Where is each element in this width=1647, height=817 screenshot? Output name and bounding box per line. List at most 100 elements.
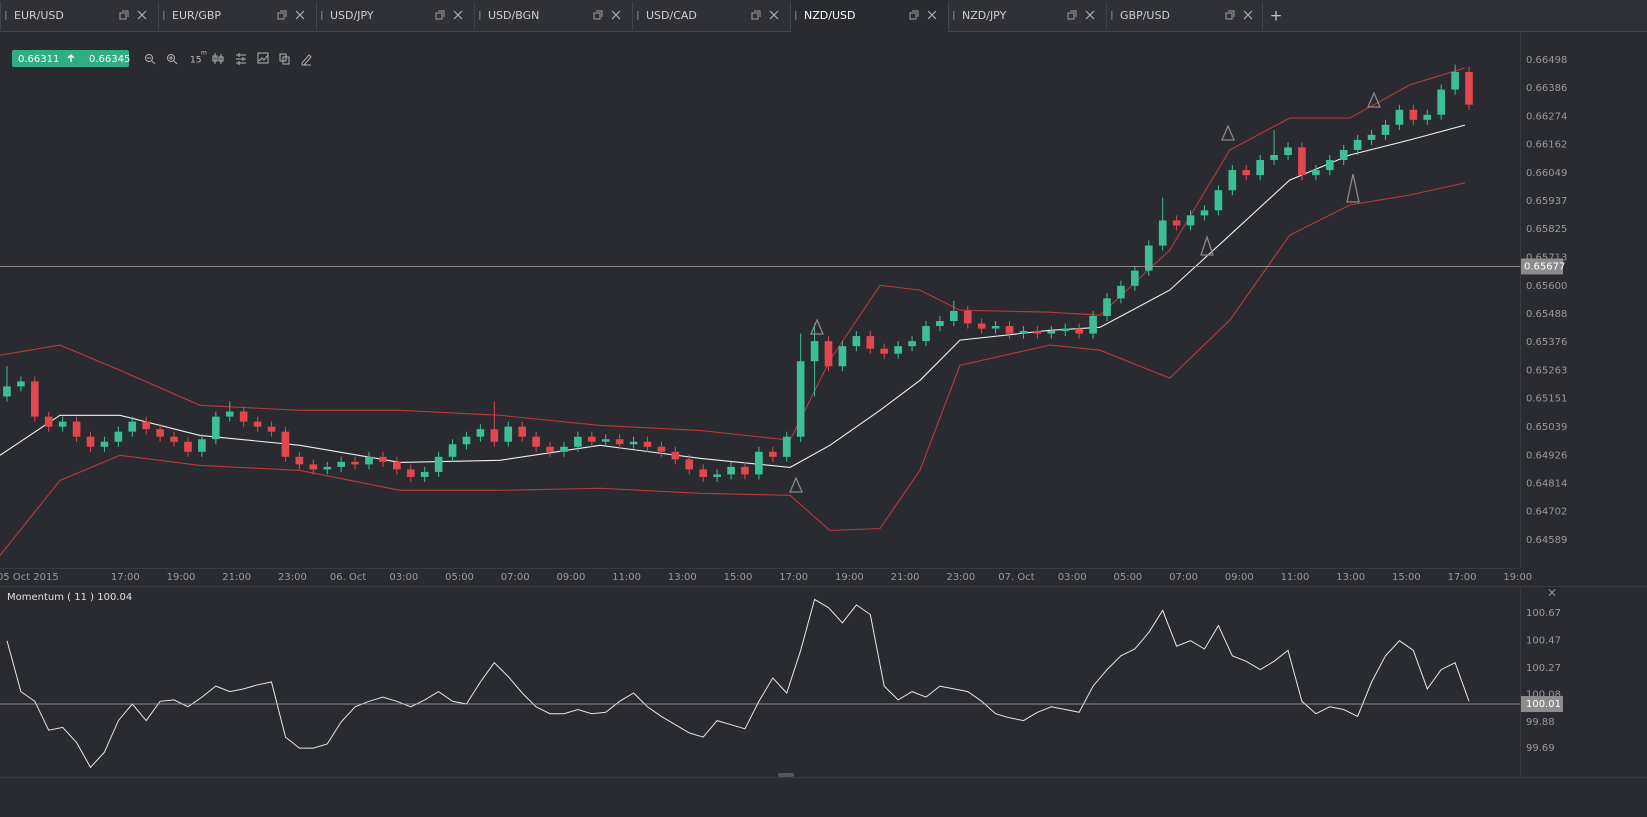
y-tick-label: 100.67 [1526,608,1561,619]
tab-close[interactable] [769,10,779,20]
candle-body [309,464,318,470]
candle-body [1367,134,1376,140]
x-tick-label: 19:00 [167,572,196,583]
main-plot: 05 Oct 2015 17:00 19:00 21:00 23:00 06. Oct 03… [0,55,1567,583]
candle-body [796,361,805,437]
candle-body [657,446,666,452]
candle-body [977,323,986,329]
y-tick-label: 0.65263 [1526,366,1567,377]
x-tick-label: 07. Oct [998,572,1034,583]
candle-body [1228,170,1237,191]
tab-close[interactable] [611,10,621,20]
candle-body [1395,109,1404,125]
candle-body [991,326,1000,329]
tab-close[interactable] [137,10,147,20]
tab[interactable]: EUR/GBP [158,2,305,30]
candle-body [1047,331,1056,334]
y-tick-label: 0.66274 [1526,111,1567,122]
x-tick-label: 11:00 [1281,572,1310,583]
draw[interactable] [301,54,312,66]
indicators[interactable] [236,53,246,65]
candle-body [1437,89,1446,115]
candle-body [727,466,735,475]
last-value-box [1521,696,1563,713]
candle-body [1200,210,1209,216]
tab[interactable]: NZD/USD [790,0,949,32]
duplicate[interactable] [279,53,290,65]
tab-grip [795,11,797,20]
tab-popout[interactable] [1225,10,1235,20]
tab-grip [637,11,639,20]
zoom-in[interactable] [167,54,175,62]
candle-body [1353,139,1362,150]
candle-body [741,466,749,475]
x-tick-label: 15:00 [724,572,753,583]
x-tick-label: 15:00 [1392,572,1421,583]
zoom-out[interactable] [145,54,153,62]
tab-grip [321,11,323,20]
candle-body [462,436,471,445]
tab-label: EUR/GBP [172,9,221,22]
tab-popout[interactable] [435,10,445,20]
tab-label: USD/BGN [488,9,539,22]
tab-popout[interactable] [751,10,761,20]
tab-grip [479,11,481,20]
candle-body [337,461,345,467]
tab-popout[interactable] [277,10,287,20]
candle-body [406,469,415,477]
tab-popout[interactable] [909,10,919,20]
candle-body [1242,170,1251,176]
fractal-down [789,476,803,493]
candle-body [922,326,930,342]
tab-close[interactable] [1085,10,1095,20]
tab-popout[interactable] [1067,10,1077,20]
studies[interactable] [257,52,269,64]
active-tab [791,0,948,32]
last-price-label: 0.65677 [1524,261,1565,272]
tab[interactable]: USD/BGN [474,2,621,30]
y-tick-label: 0.66162 [1526,139,1567,150]
tab[interactable]: USD/CAD [632,2,779,30]
candle-body [1061,328,1070,332]
tab[interactable]: USD/JPY [316,2,463,30]
tab[interactable]: EUR/USD [0,2,147,30]
add-tab[interactable]: + [1270,7,1283,25]
candle-body [1158,220,1167,246]
close-indicator[interactable]: × [1547,586,1557,600]
candle-body [434,456,443,472]
fractal-markers [789,91,1381,493]
tab-close[interactable] [295,10,305,20]
fractal-up [810,318,824,335]
y-tick-label: 0.66386 [1526,83,1567,94]
candle-body [1033,331,1042,334]
fractal-down [1346,173,1360,203]
candle-body [184,441,192,452]
y-tick-label: 0.66498 [1526,55,1567,66]
candle-body [1103,298,1111,316]
interval[interactable]: 15 [190,56,201,66]
toolbar: 15 m [145,50,312,66]
y-tick-label: 0.66049 [1526,168,1567,179]
candle-body [1186,215,1195,226]
tab-close[interactable] [927,10,937,20]
candle-body [546,446,554,452]
x-tick-label: 09:00 [556,572,585,583]
y-tick-label: 99.69 [1526,743,1555,754]
tab-popout[interactable] [119,10,129,20]
candle-body [1451,71,1459,90]
y-tick-label: 0.65713 [1526,252,1567,263]
tab-close[interactable] [1243,10,1253,20]
candle-body [560,446,568,452]
quote-box[interactable]: 0.66311 0.66345 [12,50,130,67]
fractal-down [1200,234,1214,256]
tab-popout[interactable] [593,10,603,20]
tab[interactable]: NZD/JPY [948,2,1095,30]
tab-close[interactable] [453,10,463,20]
x-tick-label: 03:00 [389,572,418,583]
chart-type[interactable] [212,53,224,64]
x-tick-label: 23:00 [946,572,975,583]
candle-body [894,346,902,354]
resize-handle[interactable] [778,773,794,777]
tabs: EUR/USD EUR/GBP USD/JPY USD/BGN USD/CAD NZD/U… [0,0,1253,32]
tab[interactable]: GBP/USD [1106,2,1253,30]
